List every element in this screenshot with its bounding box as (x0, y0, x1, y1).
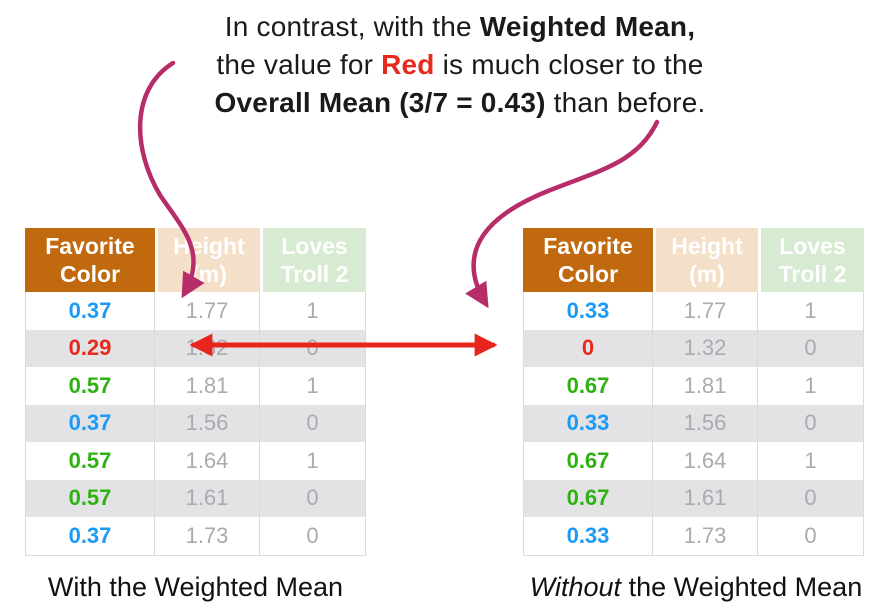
troll-value: 0 (758, 404, 864, 442)
troll-value: 1 (260, 292, 366, 330)
table-row: 0.29 1.32 0 (25, 329, 366, 367)
table-row: 0.33 1.77 1 (523, 292, 864, 330)
troll-value: 1 (758, 442, 864, 480)
overall-mean-bold: Overall Mean (214, 87, 392, 118)
height-value: 1.81 (155, 367, 260, 405)
table-row: 0.37 1.73 0 (25, 517, 366, 555)
table-row: 0.67 1.81 1 (523, 367, 864, 405)
height-value: 1.81 (653, 367, 758, 405)
favorite-color-value: 0.67 (523, 479, 653, 517)
table-row: 0.37 1.56 0 (25, 404, 366, 442)
troll-value: 0 (260, 479, 366, 517)
height-value: 1.61 (653, 479, 758, 517)
favorite-color-value: 0.57 (25, 442, 155, 480)
table-row: 0 1.32 0 (523, 329, 864, 367)
annotation-text: In contrast, with the Weighted Mean, the… (30, 8, 890, 122)
overall-mean-value-bold: (3/7 = 0.43) (399, 87, 546, 118)
table-row: 0.67 1.64 1 (523, 442, 864, 480)
troll-value: 1 (758, 367, 864, 405)
table-without-weighted-mean: Favorite Color Height (m) Loves Troll 2 … (523, 228, 864, 556)
troll-value: 0 (260, 517, 366, 555)
favorite-color-value: 0.67 (523, 442, 653, 480)
troll-value: 1 (758, 292, 864, 330)
table-header-row: Favorite Color Height (m) Loves Troll 2 (523, 228, 864, 292)
caption-with-weighted-mean: With the Weighted Mean (47, 572, 344, 602)
column-header-favorite-color: Favorite Color (523, 228, 653, 292)
favorite-color-value: 0.37 (25, 292, 155, 330)
without-italic: Without (529, 572, 622, 602)
favorite-color-value: 0.67 (523, 367, 653, 405)
table-row: 0.33 1.56 0 (523, 404, 864, 442)
annotation-line-1: In contrast, with the Weighted Mean, (30, 8, 890, 46)
table-row: 0.67 1.61 0 (523, 479, 864, 517)
favorite-color-value: 0.33 (523, 404, 653, 442)
height-value: 1.56 (653, 404, 758, 442)
table-body: 0.37 1.77 1 0.29 1.32 0 0.57 1.81 1 0.37… (25, 292, 366, 556)
table-body: 0.33 1.77 1 0 1.32 0 0.67 1.81 1 0.33 1.… (523, 292, 864, 556)
column-header-height: Height (m) (155, 228, 260, 292)
annotation-line-3: Overall Mean (3/7 = 0.43) than before. (30, 84, 890, 122)
height-value: 1.64 (155, 442, 260, 480)
troll-value: 1 (260, 442, 366, 480)
troll-value: 0 (758, 517, 864, 555)
height-value: 1.32 (155, 329, 260, 367)
column-header-loves-troll2: Loves Troll 2 (758, 228, 864, 292)
favorite-color-value: 0 (523, 329, 653, 367)
column-header-height: Height (m) (653, 228, 758, 292)
height-value: 1.73 (155, 517, 260, 555)
annotation-text-run: is much closer to the (434, 49, 704, 80)
favorite-color-value: 0.37 (25, 517, 155, 555)
annotation-text-run: the value for (216, 49, 382, 80)
table-row: 0.57 1.64 1 (25, 442, 366, 480)
troll-value: 0 (260, 329, 366, 367)
table-row: 0.57 1.81 1 (25, 367, 366, 405)
red-highlight: Red (381, 49, 435, 80)
table-row: 0.57 1.61 0 (25, 479, 366, 517)
table-header-row: Favorite Color Height (m) Loves Troll 2 (25, 228, 366, 292)
height-value: 1.77 (155, 292, 260, 330)
table-with-weighted-mean: Favorite Color Height (m) Loves Troll 2 … (25, 228, 366, 556)
troll-value: 0 (758, 329, 864, 367)
troll-value: 0 (758, 479, 864, 517)
table-row: 0.33 1.73 0 (523, 517, 864, 555)
annotation-text-run: In contrast, with the (224, 11, 480, 42)
annotation-text-run: than before. (545, 87, 706, 118)
height-value: 1.77 (653, 292, 758, 330)
height-value: 1.73 (653, 517, 758, 555)
weighted-mean-bold: Weighted Mean, (479, 11, 696, 42)
height-value: 1.32 (653, 329, 758, 367)
caption-without-weighted-mean: Without the Weighted Mean (518, 571, 874, 603)
troll-value: 1 (260, 367, 366, 405)
height-value: 1.61 (155, 479, 260, 517)
troll-value: 0 (260, 404, 366, 442)
favorite-color-value: 0.37 (25, 404, 155, 442)
favorite-color-value: 0.33 (523, 517, 653, 555)
column-header-loves-troll2: Loves Troll 2 (260, 228, 366, 292)
height-value: 1.56 (155, 404, 260, 442)
caption-text-run: the Weighted Mean (621, 572, 863, 602)
favorite-color-value: 0.57 (25, 367, 155, 405)
height-value: 1.64 (653, 442, 758, 480)
annotation-line-2: the value for Red is much closer to the (30, 46, 890, 84)
favorite-color-value: 0.33 (523, 292, 653, 330)
favorite-color-value: 0.57 (25, 479, 155, 517)
favorite-color-value: 0.29 (25, 329, 155, 367)
table-row: 0.37 1.77 1 (25, 292, 366, 330)
column-header-favorite-color: Favorite Color (25, 228, 155, 292)
